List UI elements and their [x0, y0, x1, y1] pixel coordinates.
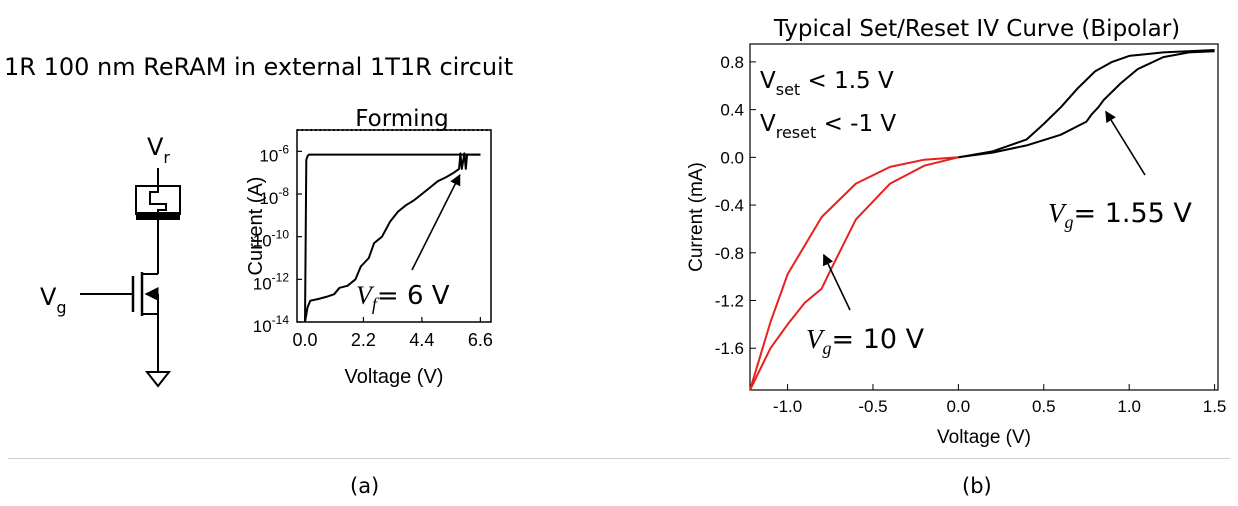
forming-series-line-2 — [304, 153, 481, 323]
forming-y-tick-label: 10-6 — [259, 142, 289, 165]
iv-y-tick-label: -1.6 — [715, 339, 744, 358]
iv-series-line-3 — [749, 156, 959, 391]
ground-icon — [144, 371, 172, 388]
iv-y-tick-label: 0.4 — [720, 101, 744, 120]
forming-y-tick-label: 10-12 — [253, 270, 290, 293]
caption-b: (b) — [962, 474, 992, 498]
caption-divider — [8, 458, 1230, 459]
iv-x-tick-label: 1.5 — [1203, 397, 1227, 416]
reset-condition-label: Vreset < -1 V — [760, 111, 896, 142]
forming-chart: Forming 0.0 2.2 4.4 6.6 10-6 10-8 10-10 10-12 10… — [245, 106, 493, 388]
forming-y-axis-label: Current (A) — [245, 177, 267, 276]
iv-x-tick-label: -0.5 — [858, 397, 887, 416]
iv-y-tick-label: -1.2 — [715, 292, 744, 311]
forming-x-tick-label: 4.4 — [409, 330, 434, 350]
circuit-schematic: Vr Vg — [40, 133, 181, 388]
set-condition-label: Vset < 1.5 V — [760, 68, 894, 99]
iv-series-line-1 — [958, 50, 1215, 159]
forming-y-tick-label: 10-10 — [253, 228, 290, 251]
forming-x-tick-label: 6.6 — [468, 330, 493, 350]
reset-annotation-arrow — [823, 253, 851, 311]
iv-y-tick-label: -0.8 — [715, 244, 744, 263]
forming-chart-title: Forming — [355, 106, 449, 132]
iv-x-axis-label: Voltage (V) — [937, 427, 1031, 448]
iv-chart-title: Typical Set/Reset IV Curve (Bipolar) — [773, 16, 1180, 42]
iv-x-tick-label: 0.0 — [947, 397, 971, 416]
panel-a-title: 1R 100 nm ReRAM in external 1T1R circuit — [4, 53, 513, 81]
reset-gate-annotation: Vg= 10 V — [806, 324, 925, 358]
forming-annotation-arrow — [411, 173, 461, 271]
forming-y-tick-label: 10-14 — [253, 313, 290, 336]
iv-chart-frame — [749, 43, 1219, 391]
set-annotation-arrow — [1105, 110, 1146, 176]
forming-x-axis-label: Voltage (V) — [345, 366, 444, 388]
forming-y-tick-label: 10-8 — [259, 185, 289, 208]
iv-series-line-4 — [749, 156, 959, 391]
iv-x-tick-label: 1.0 — [1117, 397, 1141, 416]
iv-x-tick-label: -1.0 — [773, 397, 802, 416]
iv-y-tick-label: 0.8 — [720, 53, 744, 72]
iv-series-line-2 — [958, 49, 1215, 159]
forming-chart-frame — [296, 129, 492, 323]
gate-voltage-label: Vg — [40, 283, 67, 317]
top-voltage-label: Vr — [147, 133, 170, 167]
reram-electrode — [136, 212, 180, 220]
caption-a: (a) — [350, 474, 380, 498]
iv-y-tick-label: 0.0 — [720, 148, 744, 167]
iv-y-tick-label: -0.4 — [715, 196, 744, 215]
iv-chart: Typical Set/Reset IV Curve (Bipolar) -1.… — [686, 16, 1226, 448]
iv-y-axis-label: Current (mA) — [686, 162, 707, 272]
forming-x-tick-label: 0.0 — [292, 330, 317, 350]
reram-symbol — [149, 186, 167, 214]
forming-x-tick-label: 2.2 — [351, 330, 376, 350]
iv-x-tick-label: 0.5 — [1032, 397, 1056, 416]
figure-canvas: 1R 100 nm ReRAM in external 1T1R circuit… — [4, 16, 1226, 448]
forming-annotation: Vf= 6 V — [356, 281, 450, 314]
forming-series-line-1 — [304, 152, 481, 323]
set-gate-annotation: Vg= 1.55 V — [1048, 198, 1192, 232]
